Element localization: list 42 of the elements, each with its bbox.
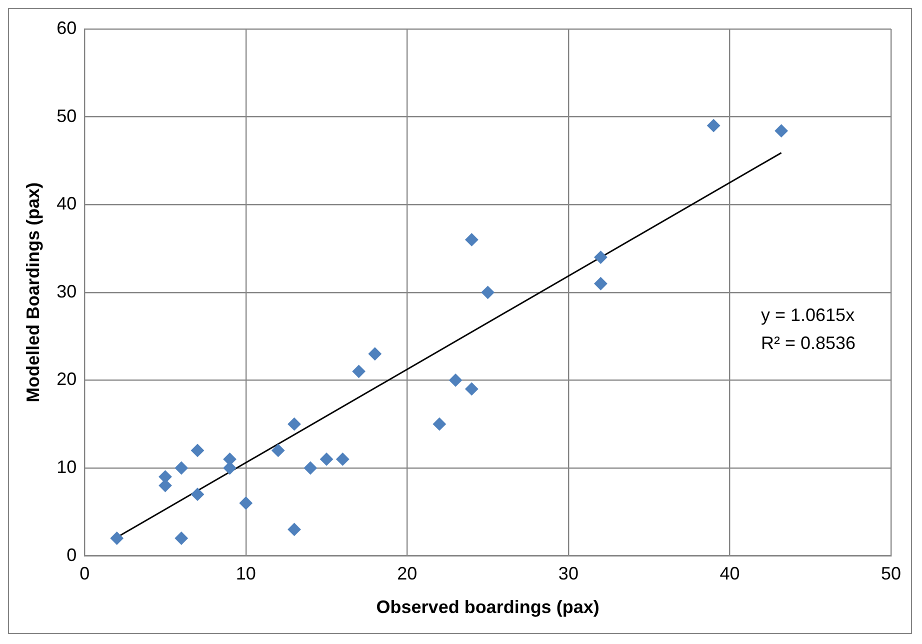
point xyxy=(336,452,350,466)
y-tick-label: 60 xyxy=(56,18,77,38)
annotation: y = 1.0615x xyxy=(761,305,855,326)
point xyxy=(191,488,204,501)
x-axis-title: Observed boardings (pax) xyxy=(376,597,600,618)
annotation: R² = 0.8536 xyxy=(761,333,856,354)
point xyxy=(594,250,608,264)
x-tick-label: 50 xyxy=(880,564,902,584)
point xyxy=(368,347,382,360)
y-tick-label: 40 xyxy=(56,194,77,214)
x-tick-label: 20 xyxy=(397,564,418,584)
x-tick-label: 40 xyxy=(720,564,740,584)
point xyxy=(449,374,462,387)
point xyxy=(288,418,301,431)
point xyxy=(223,462,236,474)
point xyxy=(174,462,188,474)
x-tick-label: 0 xyxy=(80,564,90,584)
point xyxy=(320,452,334,466)
y-tick-label: 30 xyxy=(56,281,77,302)
y-axis-title: Modelled Boardings (pax) xyxy=(22,182,43,402)
point xyxy=(304,462,317,474)
point xyxy=(481,286,494,299)
point xyxy=(288,522,301,536)
point xyxy=(594,277,608,290)
point xyxy=(239,496,252,510)
y-tick-label: 20 xyxy=(56,369,77,390)
point xyxy=(191,444,204,457)
y-tick-label: 0 xyxy=(66,544,77,565)
y-tick-label: 50 xyxy=(56,106,77,126)
point xyxy=(465,382,478,396)
point xyxy=(158,479,172,492)
point xyxy=(174,532,188,545)
point xyxy=(774,124,788,138)
point xyxy=(432,418,446,431)
point xyxy=(707,119,720,132)
point xyxy=(272,444,285,457)
y-tick-label: 10 xyxy=(56,456,77,477)
point xyxy=(465,233,478,246)
x-tick-label: 10 xyxy=(236,564,256,584)
point xyxy=(110,532,124,545)
point xyxy=(352,364,366,378)
x-tick-label: 30 xyxy=(558,564,578,584)
